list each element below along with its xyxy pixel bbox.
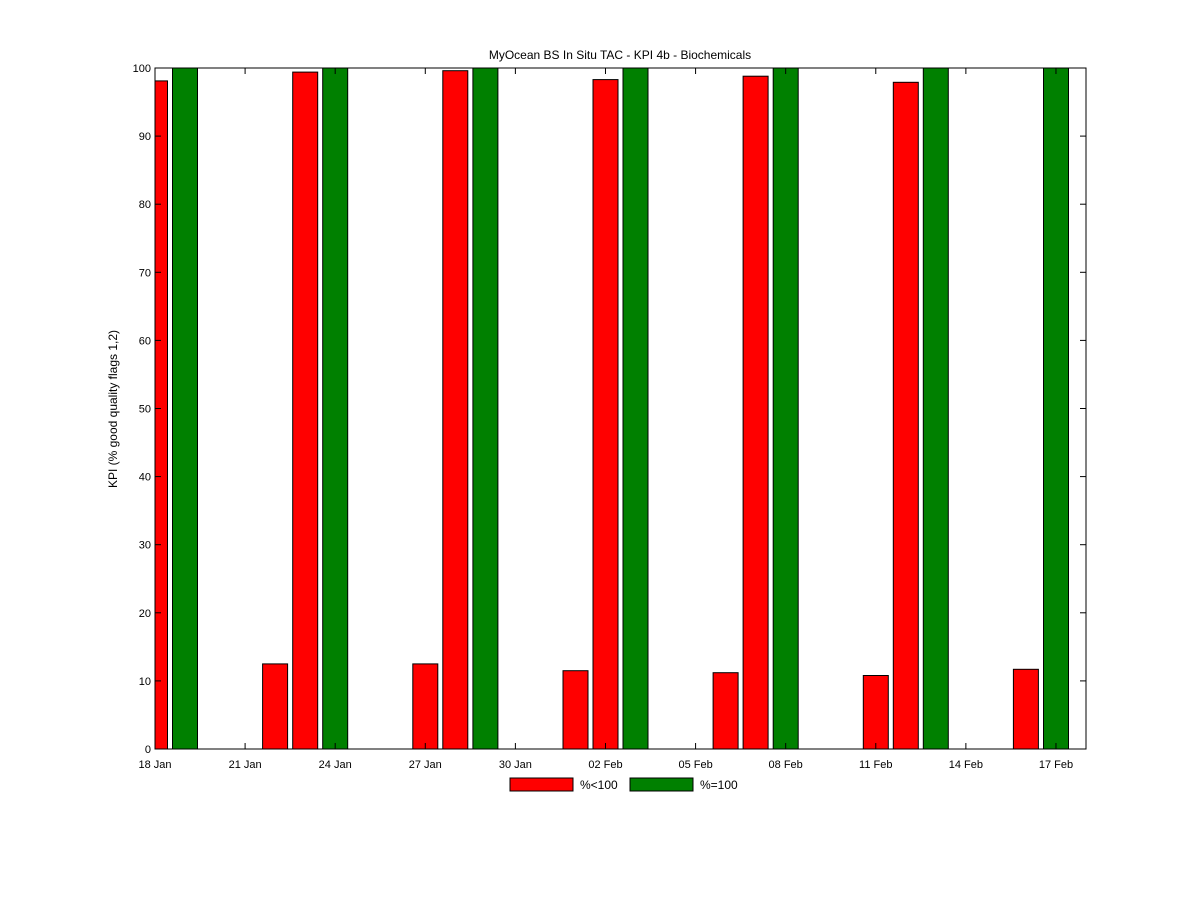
bar-series-1-point-6 bbox=[1043, 67, 1069, 749]
x-tick-label-0: 18 Jan bbox=[138, 759, 171, 771]
bar-series-0-point-0 bbox=[155, 80, 168, 749]
axes-layer: 0 10 20 30 40 50 60 70 80 90 100 18 Jan 21 Jan 24 Jan… bbox=[133, 63, 1086, 771]
x-tick-label-3: 27 Jan bbox=[409, 759, 442, 771]
x-tick-label-7: 08 Feb bbox=[769, 759, 803, 771]
y-tick-label-1: 10 bbox=[139, 676, 151, 688]
bars-layer bbox=[155, 67, 1069, 749]
y-tick-label-4: 40 bbox=[139, 472, 151, 484]
bar-series-0-point-1 bbox=[262, 663, 289, 749]
x-tick-label-10: 17 Feb bbox=[1039, 759, 1073, 771]
y-tick-label-6: 60 bbox=[139, 335, 151, 347]
bar-series-1-point-1 bbox=[322, 67, 349, 749]
bar-series-0-point-6 bbox=[592, 79, 619, 749]
bar-series-1-point-2 bbox=[472, 67, 499, 749]
bar-series-0-point-7 bbox=[712, 672, 739, 749]
bar-series-0-point-5 bbox=[562, 670, 589, 749]
x-tick-label-1: 21 Jan bbox=[229, 759, 262, 771]
bar-series-1-point-5 bbox=[922, 67, 949, 749]
bar-series-0-point-9 bbox=[862, 675, 889, 749]
bar-series-0-point-10 bbox=[892, 81, 919, 749]
bar-series-0-point-2 bbox=[292, 71, 319, 749]
legend: %<100 %=100 bbox=[508, 776, 745, 793]
legend-swatch-pct-lt-100 bbox=[509, 777, 574, 792]
x-tick-label-2: 24 Jan bbox=[319, 759, 352, 771]
bar-series-1-point-4 bbox=[772, 67, 799, 749]
bar-series-0-point-11 bbox=[1012, 668, 1039, 749]
chart-title: MyOcean BS In Situ TAC - KPI 4b - Bioche… bbox=[489, 48, 751, 62]
bar-series-0-point-3 bbox=[412, 663, 439, 749]
y-axis-label: KPI (% good quality flags 1,2) bbox=[106, 330, 120, 488]
y-tick-label-5: 50 bbox=[139, 404, 151, 416]
x-tick-label-8: 11 Feb bbox=[859, 759, 892, 771]
y-tick-label-2: 20 bbox=[139, 608, 151, 620]
y-tick-label-9: 90 bbox=[139, 131, 151, 143]
bar-series-1-point-0 bbox=[172, 67, 198, 749]
y-tick-label-7: 70 bbox=[139, 267, 151, 279]
y-tick-label-3: 30 bbox=[139, 540, 151, 552]
y-tick-label-10: 100 bbox=[133, 63, 151, 75]
bar-series-1-point-3 bbox=[622, 67, 649, 749]
bar-series-0-point-8 bbox=[742, 75, 769, 749]
y-tick-label-8: 80 bbox=[139, 199, 151, 211]
legend-label-pct-lt-100: %<100 bbox=[580, 778, 618, 792]
legend-swatch-pct-eq-100 bbox=[629, 777, 694, 792]
x-tick-label-6: 05 Feb bbox=[678, 759, 712, 771]
x-tick-label-4: 30 Jan bbox=[499, 759, 532, 771]
legend-label-pct-eq-100: %=100 bbox=[700, 778, 738, 792]
bar-series-0-point-4 bbox=[442, 70, 469, 749]
y-tick-label-0: 0 bbox=[145, 744, 151, 756]
x-tick-label-5: 02 Feb bbox=[588, 759, 622, 771]
x-tick-label-9: 14 Feb bbox=[949, 759, 983, 771]
